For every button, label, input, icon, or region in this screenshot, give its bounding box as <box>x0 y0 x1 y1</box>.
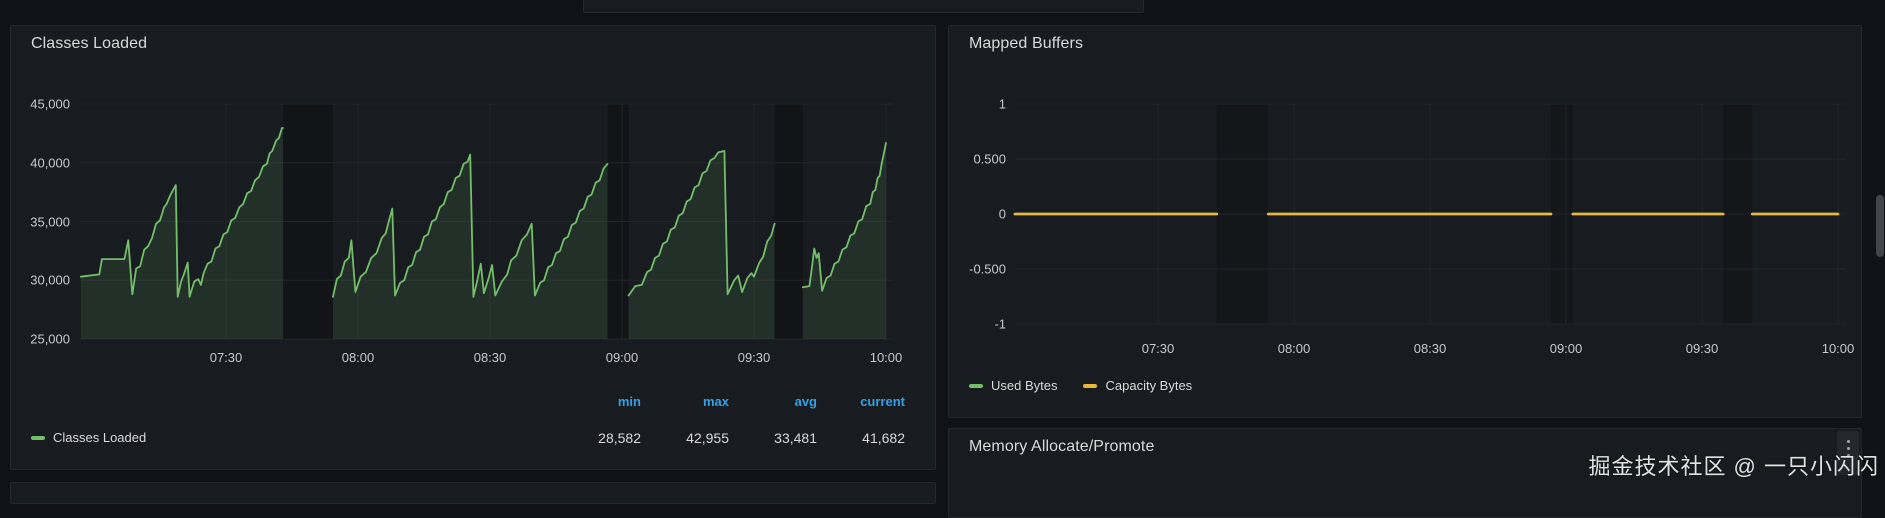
grafana-dashboard: { "watermark": "掘金技术社区 @ 一只小闪闪", "panels… <box>10 0 1884 518</box>
x-axis-tick-label: 09:00 <box>605 350 639 365</box>
x-axis-tick-label: 08:00 <box>341 350 375 365</box>
watermark-text: 掘金技术社区 @ 一只小闪闪 <box>1588 454 1879 479</box>
kebab-menu-icon <box>1846 454 1850 457</box>
legend-label: Classes Loaded <box>53 430 147 445</box>
y-axis-tick-label: 1 <box>998 96 1006 112</box>
classes-loaded-plot: 45,000 40,000 35,000 30,000 25,000 07:30 08:00… <box>30 96 902 366</box>
x-axis-tick-label: 08:30 <box>473 350 507 365</box>
legend-item-classes-loaded[interactable]: Classes Loaded <box>31 430 146 445</box>
kebab-menu-icon <box>1846 447 1850 450</box>
legend-item-used-bytes[interactable]: Used Bytes <box>969 378 1057 393</box>
panel-title-classes-loaded[interactable]: Classes Loaded <box>31 35 148 52</box>
partial-panel-top <box>583 0 1144 13</box>
stat-value-avg: 33,481 <box>774 430 817 446</box>
classes-loaded-chart <box>79 103 893 340</box>
mapped-buffers-plot: 1 0.500 0 -0.500 -1 07:30 08:00 08:30 09:00 09:30… <box>969 96 1854 357</box>
y-axis-tick-label: 0 <box>998 206 1006 222</box>
stat-value-current: 41,682 <box>862 430 905 446</box>
y-axis-tick-label: 25,000 <box>30 331 70 347</box>
partial-panel-bottom-left <box>10 482 936 504</box>
legend-label: Capacity Bytes <box>1105 378 1193 393</box>
x-axis-tick-label: 10:00 <box>869 350 903 365</box>
legend-stats-header: min max avg current <box>567 394 905 409</box>
legend-stats-values: 28,582 42,955 33,481 41,682 <box>567 430 905 446</box>
x-axis-tick-label: 07:30 <box>209 350 243 365</box>
y-axis-tick-label: 0.500 <box>973 151 1006 167</box>
x-axis-tick-label: 09:30 <box>737 350 771 365</box>
stat-header-avg: avg <box>794 394 817 409</box>
x-axis-tick-label: 09:30 <box>1685 341 1719 356</box>
x-axis-tick-label: 09:00 <box>1549 341 1583 356</box>
kebab-menu-icon <box>1846 440 1850 443</box>
stat-header-min: min <box>617 394 641 409</box>
legend-item-capacity-bytes[interactable]: Capacity Bytes <box>1083 378 1192 393</box>
panel-mapped-buffers: Mapped Buffers 1 0.500 0 -0.500 -1 07:30 08:00… <box>948 25 1862 418</box>
panel-title-memory-allocate-promote[interactable]: Memory Allocate/Promote <box>969 438 1155 455</box>
y-axis-tick-label: 35,000 <box>30 214 70 229</box>
legend-label: Used Bytes <box>991 378 1058 393</box>
scrollbar-thumb[interactable] <box>1876 195 1884 257</box>
stat-value-max: 42,955 <box>686 430 729 446</box>
mapped-buffers-legend: Used Bytes Capacity Bytes <box>969 378 1192 393</box>
stat-header-max: max <box>702 394 729 409</box>
stat-header-current: current <box>860 394 905 409</box>
panel-title-mapped-buffers[interactable]: Mapped Buffers <box>969 35 1084 52</box>
series-color-swatch <box>1083 383 1098 388</box>
y-axis-tick-label: -0.500 <box>969 261 1006 277</box>
y-axis-tick-label: 45,000 <box>30 96 70 112</box>
stat-value-min: 28,582 <box>598 430 641 446</box>
panel-menu-button[interactable] <box>1837 431 1859 475</box>
panel-classes-loaded: Classes Loaded 45,000 40,000 35,000 30,000 2… <box>10 25 936 470</box>
y-axis-tick-label: 30,000 <box>30 272 70 288</box>
mapped-buffers-chart <box>1013 103 1846 325</box>
x-axis-tick-label: 08:30 <box>1413 341 1447 356</box>
x-axis-tick-label: 07:30 <box>1141 341 1175 356</box>
x-axis-tick-label: 10:00 <box>1821 341 1855 356</box>
y-axis-tick-label: 40,000 <box>30 155 70 171</box>
series-color-swatch <box>969 383 983 388</box>
series-color-swatch <box>31 435 45 440</box>
x-axis-tick-label: 08:00 <box>1277 341 1311 356</box>
y-axis-tick-label: -1 <box>994 316 1006 332</box>
